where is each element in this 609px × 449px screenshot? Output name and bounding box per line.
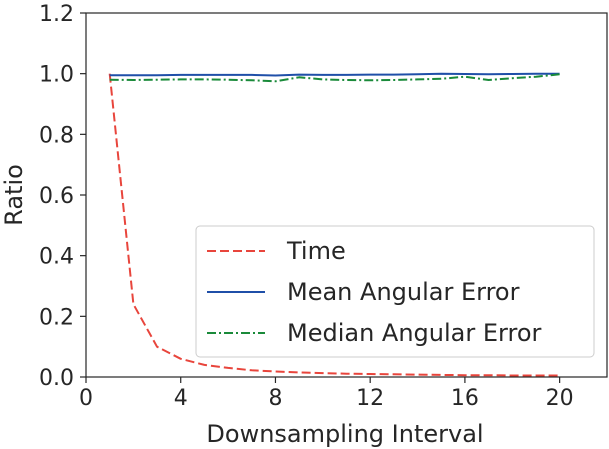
x-tick-label: 12 — [356, 386, 384, 411]
legend-label-2: Median Angular Error — [287, 319, 542, 347]
x-axis-label: Downsampling Interval — [206, 420, 483, 448]
series-line-0 — [108, 73, 560, 377]
y-tick-label: 1.2 — [39, 2, 74, 27]
x-tick-label: 20 — [546, 386, 574, 411]
y-tick-label: 1.0 — [39, 63, 74, 88]
series-line-2 — [109, 73, 560, 83]
x-tick-label: 8 — [268, 386, 282, 411]
legend: Time Mean Angular Error Median Angular Err… — [195, 225, 595, 358]
y-tick-label: 0.4 — [39, 245, 74, 270]
series-layer — [108, 72, 560, 377]
y-tick-label: 0.0 — [39, 366, 74, 391]
legend-box — [195, 225, 595, 358]
y-axis-label: Ratio — [0, 164, 28, 226]
x-tick-label: 0 — [79, 386, 93, 411]
series-line-1 — [109, 72, 560, 77]
legend-label-1: Mean Angular Error — [287, 278, 520, 306]
legend-label-0: Time — [286, 237, 346, 265]
x-tick-label: 4 — [174, 386, 188, 411]
x-tick-label: 16 — [451, 386, 479, 411]
y-tick-label: 0.2 — [39, 305, 74, 330]
y-tick-label: 0.6 — [39, 184, 74, 209]
y-tick-label: 0.8 — [39, 123, 74, 148]
axes: 0 4 8 12 16 20 0.0 0.2 0.4 0.6 0.8 1.0 1.2 — [39, 2, 608, 411]
